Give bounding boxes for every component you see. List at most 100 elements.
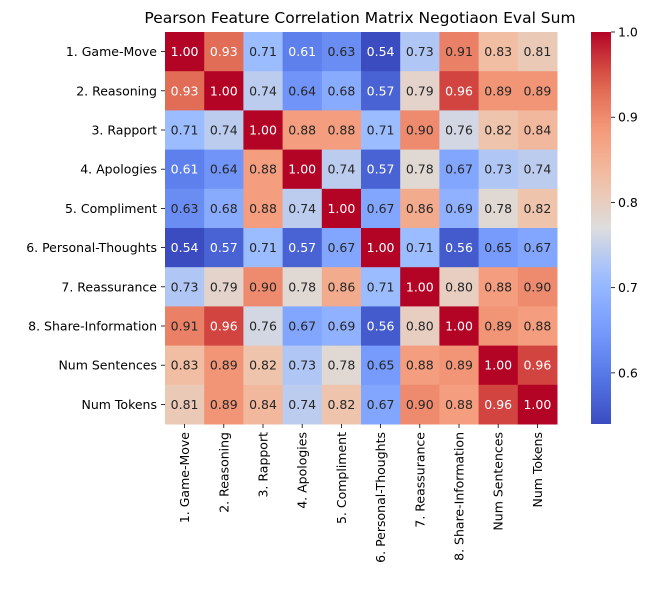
heatmap-cell [400, 71, 440, 111]
heatmap-cell [400, 384, 440, 425]
heatmap-cell [204, 384, 244, 425]
cell-value-label: 0.54 [171, 240, 199, 255]
cell-value-label: 0.57 [288, 240, 316, 255]
heatmap-cell [439, 32, 480, 72]
cell-value-label: 0.74 [210, 123, 238, 138]
cell-value-label: 0.88 [445, 397, 473, 412]
cell-value-label: 0.78 [327, 358, 355, 373]
colorbar: 0.6 0.7 0.8 0.9 1.0 [591, 25, 638, 424]
heatmap-cell [517, 228, 558, 268]
column-tick-labels: 1. Game-Move 2. Reasoning 3. Rapport 4. Apo… [177, 424, 545, 563]
heatmap-cell [282, 267, 323, 307]
cell-value-label: 0.56 [367, 319, 395, 334]
heatmap-cell [361, 71, 401, 111]
heatmap-cell [400, 267, 440, 307]
cell-value-label: 1.00 [484, 358, 512, 373]
cell-value-label: 0.76 [249, 319, 277, 334]
heatmap-cell [439, 267, 480, 307]
cell-value-label: 0.67 [327, 240, 355, 255]
cell-value-label: 0.86 [406, 201, 434, 216]
heatmap-cell [361, 110, 401, 151]
cell-value-label: 0.68 [327, 83, 355, 98]
heatmap-cell [517, 384, 558, 425]
heatmap-cell [243, 384, 284, 425]
heatmap-cell [400, 32, 440, 72]
cell-value-label: 0.84 [249, 397, 277, 412]
row-tick-label: Num Tokens [81, 397, 157, 412]
colorbar-gradient [591, 32, 611, 424]
row-tick-label: 5. Compliment [65, 201, 157, 216]
heatmap-cell [204, 188, 244, 229]
heatmap-cell [478, 267, 519, 307]
cell-value-label: 0.71 [249, 44, 277, 59]
row-tick-label: 1. Game-Move [66, 44, 157, 59]
colorbar-tick-label: 0.7 [618, 280, 638, 295]
cell-value-label: 0.57 [210, 240, 238, 255]
heatmap-cell [204, 71, 244, 111]
cell-value-label: 0.74 [249, 83, 277, 98]
heatmap-cell [165, 228, 205, 268]
heatmap-cell [400, 149, 440, 190]
cell-value-label: 1.00 [523, 397, 551, 412]
cell-value-label: 0.64 [210, 162, 238, 177]
heatmap-cell [478, 71, 519, 111]
heatmap-cell [165, 267, 205, 307]
heatmap-cell [204, 32, 244, 72]
heatmap-cell [361, 188, 401, 229]
heatmap-cell [321, 267, 362, 307]
row-tick-label: 6. Personal-Thoughts [26, 240, 157, 255]
heatmap-cell [400, 306, 440, 347]
heatmap-cell [478, 228, 519, 268]
heatmap-cell [243, 32, 284, 72]
cell-value-label: 0.89 [210, 358, 238, 373]
heatmap-cell [321, 32, 362, 72]
cell-value-label: 0.89 [445, 358, 473, 373]
heatmap-cell [517, 267, 558, 307]
cell-value-label: 0.71 [406, 240, 434, 255]
heatmap-cell [321, 110, 362, 151]
heatmap-cell [165, 149, 205, 190]
cell-value-label: 0.90 [406, 397, 434, 412]
heatmap-cell [282, 345, 323, 386]
cell-value-label: 0.71 [367, 123, 395, 138]
cell-value-label: 0.84 [523, 123, 551, 138]
heatmap-cell [165, 306, 205, 347]
cell-value-label: 0.69 [327, 319, 355, 334]
colorbar-tick-label: 1.0 [618, 25, 638, 40]
cell-value-label: 0.88 [249, 162, 277, 177]
heatmap-cell [204, 110, 244, 151]
heatmap-cell [321, 345, 362, 386]
cell-value-label: 0.65 [367, 358, 395, 373]
heatmap-cell [204, 228, 244, 268]
column-tick-label: 3. Rapport [256, 432, 271, 498]
row-tick-label: 7. Reassurance [61, 279, 157, 294]
cell-value-label: 1.00 [406, 279, 434, 294]
heatmap-cell [243, 267, 284, 307]
heatmap-cell [282, 384, 323, 425]
heatmap-cell [165, 110, 205, 151]
heatmap-cell [439, 228, 480, 268]
cell-value-label: 0.93 [210, 44, 238, 59]
heatmap-cell [478, 149, 519, 190]
cell-value-label: 0.63 [171, 201, 199, 216]
cell-value-label: 0.73 [288, 358, 316, 373]
cell-value-label: 0.61 [288, 44, 316, 59]
cell-value-label: 0.67 [523, 240, 551, 255]
heatmap-cell [282, 188, 323, 229]
heatmap-cell [243, 188, 284, 229]
row-tick-label: 3. Rapport [91, 123, 157, 138]
heatmap-cell [400, 345, 440, 386]
column-tick-label: 7. Reassurance [412, 432, 427, 528]
heatmap-cell [282, 110, 323, 151]
heatmap-cell [204, 306, 244, 347]
cell-value-label: 0.88 [327, 123, 355, 138]
column-tick-label: 4. Apologies [295, 432, 310, 509]
column-tick-label: 8. Share-Information [452, 432, 467, 561]
cell-value-label: 0.82 [484, 123, 512, 138]
heatmap-cell [165, 32, 205, 72]
column-tick-label: Num Sentences [491, 432, 506, 531]
heatmap-cell [400, 228, 440, 268]
cell-value-label: 0.79 [210, 279, 238, 294]
cell-value-label: 0.57 [367, 162, 395, 177]
